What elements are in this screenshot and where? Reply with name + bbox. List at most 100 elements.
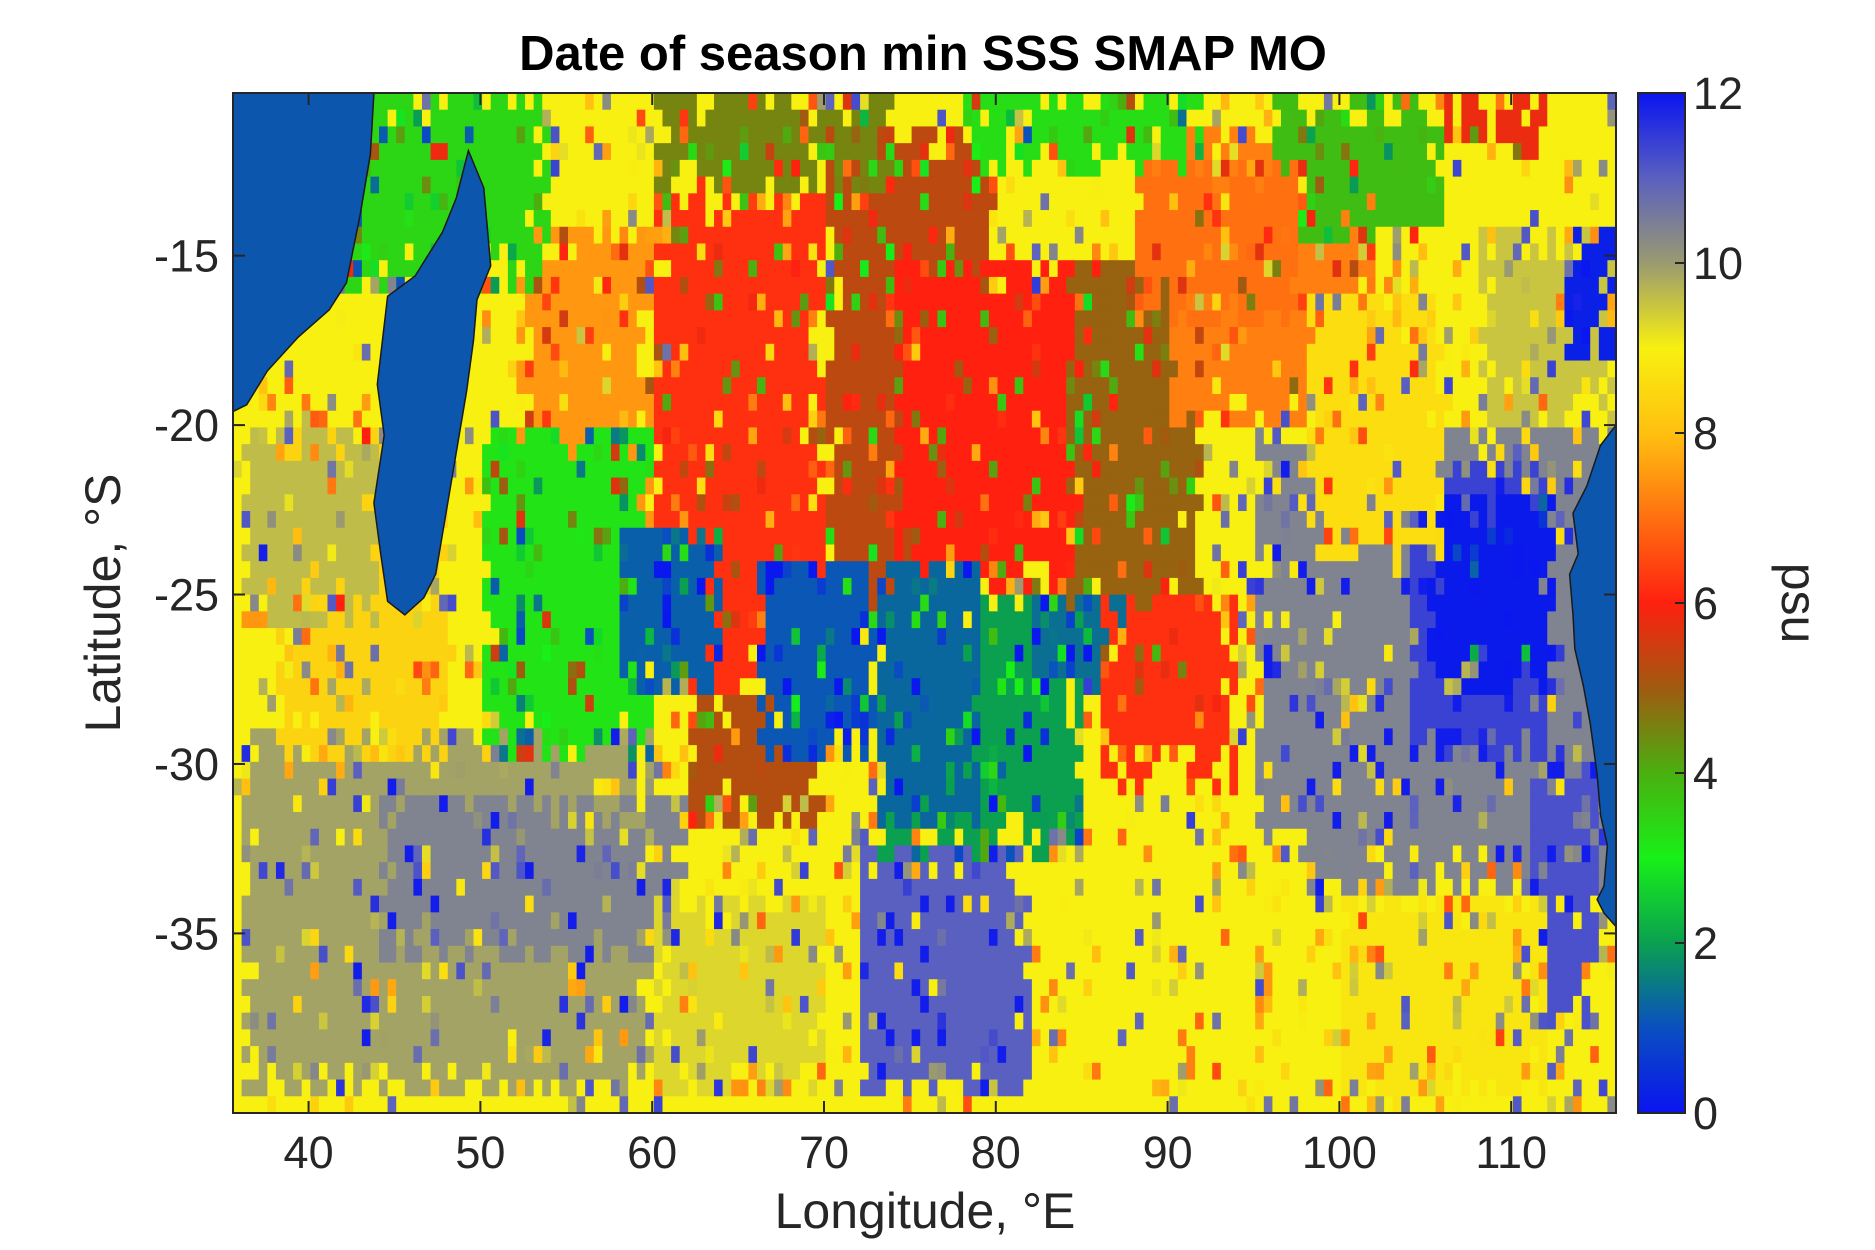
heatmap-cell	[1469, 343, 1480, 362]
heatmap-cell	[894, 377, 904, 395]
heatmap-cell	[860, 594, 870, 612]
heatmap-cell	[1358, 176, 1368, 194]
heatmap-cell	[507, 243, 518, 261]
heatmap-cell	[1435, 327, 1445, 345]
heatmap-cell	[1014, 527, 1024, 546]
heatmap-cell	[731, 561, 741, 579]
heatmap-cell	[963, 343, 973, 362]
heatmap-cell	[559, 109, 569, 128]
heatmap-cell	[1083, 159, 1093, 178]
heatmap-cell	[1160, 109, 1170, 128]
heatmap-cell	[473, 159, 483, 178]
heatmap-cell	[1100, 193, 1110, 211]
heatmap-cell	[1392, 594, 1402, 612]
heatmap-cell	[1212, 243, 1222, 261]
heatmap-cell	[507, 260, 518, 278]
heatmap-cell	[507, 293, 518, 311]
heatmap-cell	[610, 561, 621, 579]
heatmap-cell	[851, 527, 861, 546]
heatmap-cell	[1186, 511, 1196, 529]
heatmap-cell	[1220, 360, 1231, 378]
heatmap-cell	[1006, 310, 1016, 328]
heatmap-cell	[1547, 477, 1557, 495]
heatmap-cell	[825, 176, 835, 194]
heatmap-cell	[1220, 577, 1231, 596]
heatmap-cell	[1014, 310, 1024, 328]
heatmap-cell	[774, 243, 784, 261]
heatmap-cell	[705, 577, 715, 596]
heatmap-cell	[353, 527, 363, 546]
heatmap-cell	[1512, 143, 1523, 161]
heatmap-cell	[963, 561, 973, 579]
heatmap-cell	[799, 210, 810, 228]
heatmap-cell	[344, 577, 354, 596]
heatmap-cell	[1358, 260, 1368, 278]
heatmap-cell	[945, 276, 956, 295]
heatmap-cell	[1598, 293, 1609, 311]
heatmap-cell	[1487, 494, 1497, 512]
heatmap-cell	[1573, 427, 1583, 445]
heatmap-cell	[1512, 193, 1523, 211]
heatmap-cell	[1074, 243, 1085, 261]
heatmap-cell	[1246, 109, 1256, 128]
heatmap-cell	[1323, 276, 1334, 295]
heatmap-cell	[894, 276, 904, 295]
heatmap-cell	[834, 477, 844, 495]
heatmap-cell	[1487, 310, 1497, 328]
heatmap-cell	[1547, 276, 1557, 295]
heatmap-cell	[1384, 327, 1394, 345]
heatmap-cell	[1332, 260, 1342, 278]
heatmap-cell	[1530, 343, 1540, 362]
heatmap-cell	[945, 460, 956, 479]
heatmap-cell	[1074, 577, 1085, 596]
heatmap-cell	[1547, 293, 1557, 311]
heatmap-cell	[533, 594, 543, 612]
heatmap-cell	[1504, 260, 1514, 278]
heatmap-cell	[1074, 511, 1085, 529]
heatmap-cell	[1375, 243, 1385, 261]
heatmap-cell	[1512, 126, 1523, 144]
heatmap-cell	[868, 159, 878, 178]
heatmap-cell	[585, 210, 595, 228]
heatmap-cell	[344, 360, 354, 378]
heatmap-cell	[799, 494, 810, 512]
heatmap-cell	[1555, 427, 1566, 445]
heatmap-cell	[1092, 460, 1102, 479]
heatmap-cell	[825, 527, 835, 546]
heatmap-cell	[1074, 494, 1085, 512]
heatmap-cell	[301, 511, 311, 529]
heatmap-cell	[722, 377, 732, 395]
heatmap-cell	[988, 410, 999, 429]
heatmap-cell	[1092, 327, 1102, 345]
heatmap-cell	[1504, 377, 1514, 395]
heatmap-cell	[739, 210, 749, 228]
heatmap-cell	[1298, 494, 1308, 512]
heatmap-cell	[756, 444, 767, 462]
heatmap-cell	[911, 494, 921, 512]
heatmap-cell	[1452, 477, 1462, 495]
heatmap-cell	[1538, 477, 1548, 495]
heatmap-cell	[894, 343, 904, 362]
heatmap-cell	[885, 577, 896, 596]
heatmap-cell	[473, 460, 483, 479]
heatmap-cell	[525, 377, 535, 395]
heatmap-cell	[1530, 310, 1540, 328]
heatmap-cell	[1469, 176, 1480, 194]
heatmap-cell	[1160, 444, 1170, 462]
heatmap-cell	[559, 527, 569, 546]
heatmap-cell	[1066, 276, 1076, 295]
heatmap-cell	[971, 393, 981, 412]
heatmap-cell	[1066, 494, 1076, 512]
heatmap-cell	[799, 544, 810, 562]
heatmap-cell	[1272, 444, 1282, 462]
heatmap-cell	[610, 494, 621, 512]
heatmap-cell	[628, 159, 638, 178]
heatmap-cell	[250, 611, 260, 629]
heatmap-cell	[954, 176, 964, 194]
heatmap-cell	[250, 527, 260, 546]
heatmap-cell	[576, 293, 586, 311]
heatmap-cell	[817, 460, 827, 479]
heatmap-cell	[344, 460, 354, 479]
heatmap-cell	[1117, 93, 1127, 111]
heatmap-cell	[619, 477, 629, 495]
